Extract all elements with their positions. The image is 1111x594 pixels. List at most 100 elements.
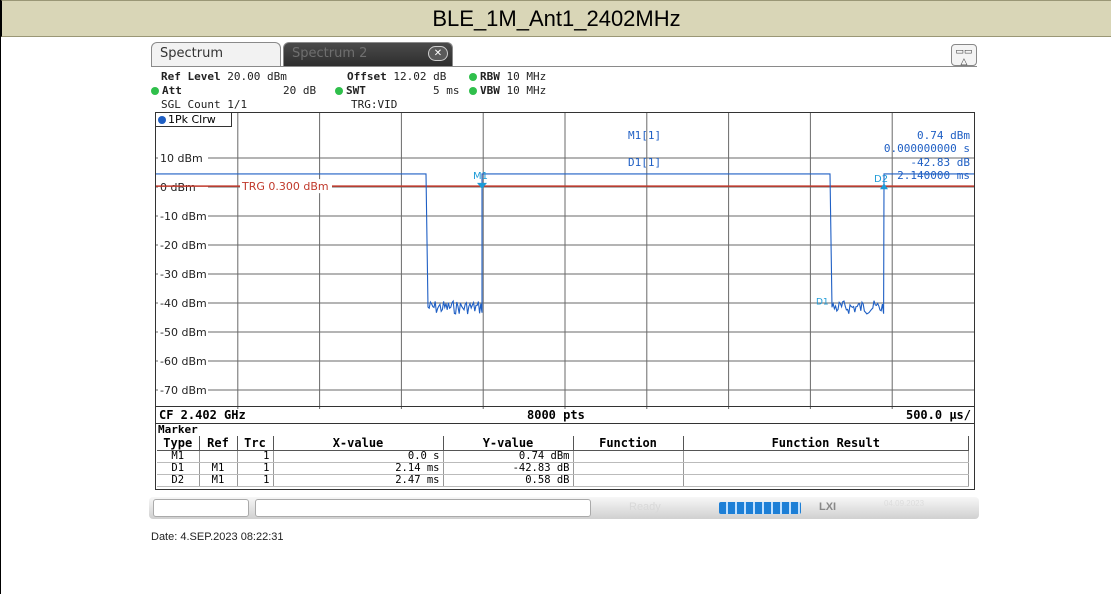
close-icon[interactable]: ✕ bbox=[428, 46, 448, 61]
trace-label-text: 1Pk Clrw bbox=[168, 113, 216, 126]
readout-d1-level: -42.83 dB bbox=[910, 156, 970, 169]
cell-y-value: 0.58 dB bbox=[443, 474, 574, 487]
cell-x-value: 2.47 ms bbox=[273, 474, 444, 487]
col-function-result: Function Result bbox=[683, 436, 969, 451]
marker-table-header: Type Ref Trc X-value Y-value Function Fu… bbox=[157, 436, 969, 451]
cell-function-result bbox=[683, 450, 969, 463]
ref-level-label: Ref Level bbox=[161, 70, 221, 83]
offset-value: 12.02 dB bbox=[393, 70, 447, 83]
table-row[interactable]: D1 M1 1 2.14 ms -42.83 dB bbox=[157, 462, 969, 475]
spectrum-analyzer-screen: Spectrum Spectrum 2 ✕ ▭▭ △ Ref Level 20.0… bbox=[149, 42, 979, 522]
cell-x-value: 0.0 s bbox=[273, 450, 444, 463]
vbw-value: 10 MHz bbox=[506, 84, 547, 97]
marker-d2-triangle bbox=[880, 183, 888, 190]
marker-d1-label: D1 bbox=[816, 297, 829, 307]
y-label-bg bbox=[158, 354, 208, 368]
col-ref: Ref bbox=[199, 436, 238, 451]
swt-label: SWT bbox=[346, 84, 366, 97]
cell-ref bbox=[199, 450, 238, 463]
marker-m1-triangle bbox=[477, 182, 487, 189]
cell-trc: 1 bbox=[237, 450, 274, 463]
y-axis-label: -40 dBm bbox=[160, 297, 207, 310]
capture-date: Date: 4.SEP.2023 08:22:31 bbox=[151, 531, 284, 543]
status-field-left[interactable] bbox=[153, 499, 249, 517]
y-axis-label: -70 dBm bbox=[160, 384, 207, 397]
status-field-message[interactable] bbox=[255, 499, 591, 517]
time-per-division: 500.0 µs/ bbox=[905, 408, 971, 422]
col-x-value: X-value bbox=[273, 436, 444, 451]
cell-function bbox=[573, 450, 684, 463]
swt-value: 5 ms bbox=[433, 84, 460, 97]
y-axis-label: -50 dBm bbox=[160, 326, 207, 339]
y-label-bg bbox=[158, 325, 208, 339]
trigger-label-bg bbox=[240, 179, 332, 194]
y-axis-label: 10 dBm bbox=[160, 152, 203, 165]
vbw-label: VBW bbox=[480, 84, 500, 97]
plot-area[interactable]: 10 dBm 0 dBm -10 dBm -20 dBm -30 dBm -40 dBm -… bbox=[155, 112, 975, 424]
display-config-icon[interactable]: ▭▭ △ bbox=[951, 44, 977, 66]
measurement-settings: Ref Level 20.00 dBm Offset 12.02 dB RBW … bbox=[151, 66, 977, 112]
y-label-bg bbox=[158, 151, 208, 165]
sgl-count: SGL Count 1/1 bbox=[161, 98, 248, 111]
cell-type: D1 bbox=[157, 462, 200, 475]
cell-ref: M1 bbox=[199, 474, 238, 487]
y-axis-label: -10 dBm bbox=[160, 210, 207, 223]
offset-label: Offset bbox=[347, 70, 387, 83]
trigger-source: TRG:VID bbox=[351, 98, 398, 111]
ref-level-value: 20.00 dBm bbox=[227, 70, 287, 83]
y-axis-label: -30 dBm bbox=[160, 268, 207, 281]
y-label-bg bbox=[158, 296, 208, 310]
readout-d1-time: 2.140000 ms bbox=[897, 169, 970, 182]
sweep-points: 8000 pts bbox=[527, 408, 585, 422]
readout-m1-time: 0.000000000 s bbox=[884, 142, 970, 155]
progress-indicator bbox=[719, 502, 801, 514]
att-value: 20 dB bbox=[283, 84, 317, 97]
vbw: VBW 10 MHz bbox=[469, 84, 546, 97]
spectrum-plot: 10 dBm 0 dBm -10 dBm -20 dBm -30 dBm -40 dBm -… bbox=[156, 113, 974, 409]
cell-function bbox=[573, 462, 684, 475]
cell-x-value: 2.14 ms bbox=[273, 462, 444, 475]
tab-spectrum[interactable]: Spectrum bbox=[151, 42, 281, 66]
readout-m1-level: 0.74 dBm bbox=[917, 129, 970, 142]
vbw-status-dot bbox=[469, 87, 477, 95]
table-row[interactable]: D2 M1 1 2.47 ms 0.58 dB bbox=[157, 474, 969, 487]
lxi-icon: LXI bbox=[819, 501, 837, 513]
status-ready: Ready bbox=[629, 501, 661, 513]
col-trc: Trc bbox=[237, 436, 274, 451]
col-function: Function bbox=[573, 436, 684, 451]
att-status-dot bbox=[151, 87, 159, 95]
rbw-value: 10 MHz bbox=[506, 70, 547, 83]
y-axis-label: 0 dBm bbox=[160, 181, 196, 194]
cell-function bbox=[573, 474, 684, 487]
report-title-bar: BLE_1M_Ant1_2402MHz bbox=[1, 0, 1111, 37]
col-y-value: Y-value bbox=[443, 436, 574, 451]
trace-color-dot bbox=[158, 116, 166, 124]
rbw: RBW 10 MHz bbox=[469, 70, 546, 83]
cell-trc: 1 bbox=[237, 474, 274, 487]
y-label-bg bbox=[158, 238, 208, 252]
readout-m1-header: M1[1] bbox=[628, 129, 661, 142]
offset: Offset 12.02 dB bbox=[347, 70, 446, 83]
cell-y-value: -42.83 dB bbox=[443, 462, 574, 475]
plot-footer: CF 2.402 GHz 8000 pts 500.0 µs/ bbox=[155, 406, 975, 424]
rbw-status-dot bbox=[469, 73, 477, 81]
swt: SWT bbox=[335, 84, 366, 97]
trace-label: 1Pk Clrw bbox=[156, 113, 232, 127]
att-label: Att bbox=[162, 84, 182, 97]
y-axis-label: -20 dBm bbox=[160, 239, 207, 252]
table-row[interactable]: M1 1 0.0 s 0.74 dBm bbox=[157, 450, 969, 463]
tab-spectrum-2[interactable]: Spectrum 2 bbox=[283, 42, 453, 66]
tab-spectrum-label: Spectrum bbox=[160, 46, 223, 61]
trigger-level-label: TRG 0.300 dBm bbox=[241, 180, 329, 193]
y-label-bg bbox=[158, 180, 208, 194]
cell-type: M1 bbox=[157, 450, 200, 463]
marker-table-panel: Marker Type Ref Trc X-value Y-value Func… bbox=[155, 424, 975, 490]
att: Att bbox=[151, 84, 182, 97]
status-bar: Ready LXI 04.09.2023 bbox=[149, 497, 979, 519]
cell-function-result bbox=[683, 474, 969, 487]
col-type: Type bbox=[157, 436, 200, 451]
marker-d2-label: D2 bbox=[874, 174, 888, 185]
cell-trc: 1 bbox=[237, 462, 274, 475]
y-label-bg bbox=[158, 383, 208, 397]
marker-m1-label: M1 bbox=[473, 171, 488, 182]
